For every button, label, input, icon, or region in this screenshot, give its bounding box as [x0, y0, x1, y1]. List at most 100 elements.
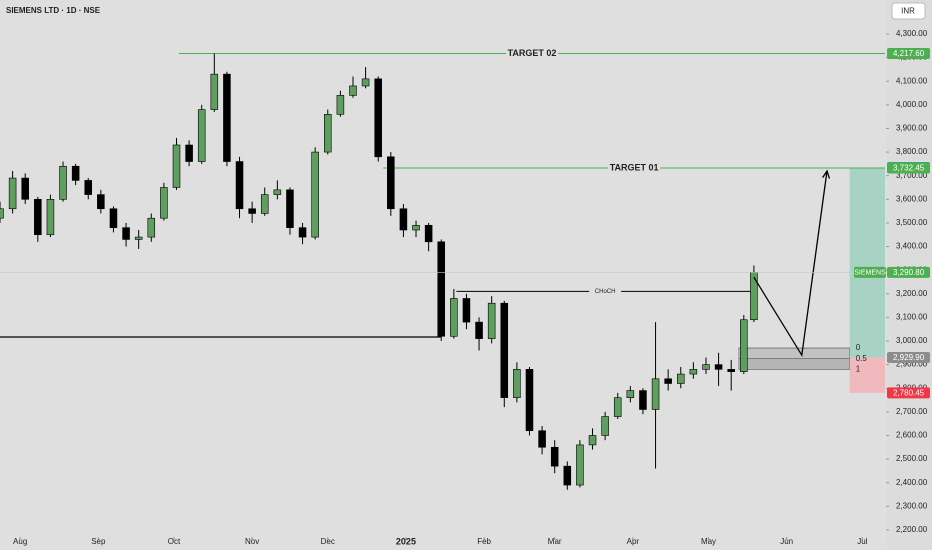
candle-body: [387, 156, 395, 210]
currency[interactable]: INR: [901, 7, 915, 16]
x-tick-label: 2025: [396, 536, 416, 546]
candle-body: [424, 224, 433, 243]
candle-body: [298, 227, 307, 238]
y-tick-label: 3,900.00: [896, 124, 928, 133]
candle-body: [626, 390, 635, 398]
candle-body: [500, 302, 509, 398]
candle-body: [59, 165, 67, 200]
candle-body: [639, 390, 647, 410]
x-tick-label: Dec: [321, 537, 335, 546]
candle-body: [109, 208, 118, 228]
candle-body: [702, 364, 710, 370]
price-tag: [887, 266, 930, 278]
candle-body: [437, 241, 446, 337]
candle-body: [160, 187, 168, 219]
fib-zone: [738, 358, 851, 370]
y-tick-label: 2,900.00: [896, 360, 928, 369]
stop-zone: [849, 357, 885, 393]
candle-body: [664, 378, 672, 384]
x-tick-label: Jun: [780, 537, 793, 546]
candle-body: [349, 85, 357, 96]
y-tick-label: 2,500.00: [896, 454, 928, 463]
candle-body: [260, 194, 269, 214]
candle-body: [311, 151, 319, 238]
candle-body: [601, 416, 609, 436]
price-tag-label: 3,290.80: [893, 268, 925, 277]
x-tick-label: Nov: [245, 537, 259, 546]
target-zone: [849, 167, 885, 358]
candle-body: [412, 224, 420, 231]
candle-body: [361, 78, 370, 87]
last-price-name: SIEMENS: [854, 270, 886, 277]
currency-box[interactable]: [891, 2, 926, 20]
fib-label: 0: [856, 343, 861, 352]
arrow-head: [822, 169, 831, 179]
level-label: TARGET 01: [610, 162, 659, 172]
candle-body: [550, 446, 559, 467]
candle-body: [185, 144, 193, 162]
y-tick-label: 2,400.00: [896, 478, 928, 487]
candle-body: [689, 369, 698, 375]
y-tick-label: 2,300.00: [896, 501, 928, 510]
candle-body: [273, 189, 282, 195]
level-label-bg: [589, 286, 622, 297]
candle-body: [235, 161, 244, 210]
candle-body: [563, 465, 572, 486]
level-label: TARGET 02: [508, 48, 557, 58]
y-tick-label: 2,700.00: [896, 407, 928, 416]
y-tick-label: 3,600.00: [896, 194, 928, 203]
price-tag: [887, 47, 930, 59]
x-tick-label: Mar: [548, 537, 562, 546]
candle-body: [538, 430, 546, 448]
candle-body: [727, 369, 735, 372]
candle-body: [513, 369, 521, 398]
candle-body: [223, 73, 231, 162]
price-tag: [887, 387, 930, 399]
y-tick-label: 3,000.00: [896, 336, 928, 345]
y-tick-label: 2,200.00: [896, 525, 928, 534]
candle-body: [8, 177, 17, 210]
candle-body: [147, 217, 156, 238]
level-label-bg: [506, 48, 559, 59]
candle-body: [97, 194, 105, 210]
fib-label: 1: [856, 364, 861, 373]
chart-title: SIEMENS LTD · 1D · NSE: [6, 6, 101, 15]
plot: 2,200.00 2,300.00 2,400.00 2,500.00 2,600.00…: [0, 29, 930, 546]
candle-body: [336, 95, 345, 115]
fib-label: 0.5: [856, 354, 868, 363]
candle-body: [210, 73, 219, 110]
candle-body: [324, 113, 332, 153]
candle-body: [740, 319, 748, 372]
y-tick-label: 3,700.00: [896, 171, 928, 180]
candle-body: [399, 208, 408, 231]
y-tick-label: 3,500.00: [896, 218, 928, 227]
x-tick-label: Jul: [857, 537, 867, 546]
candle-body: [172, 144, 181, 188]
y-tick-label: 4,300.00: [896, 29, 928, 38]
projection-arrow: [753, 170, 828, 358]
y-tick-label: 2,600.00: [896, 431, 928, 440]
candle-body: [462, 298, 471, 323]
x-tick-label: Feb: [477, 537, 491, 546]
candle-body: [21, 177, 29, 200]
candle-body: [34, 199, 42, 236]
candle-body: [576, 444, 584, 486]
price-tag-label: 3,732.45: [893, 164, 925, 173]
y-tick-label: 3,200.00: [896, 289, 928, 298]
candle-body: [450, 298, 458, 337]
candle-body: [651, 378, 660, 410]
candle-body: [71, 165, 80, 181]
x-tick-label: May: [701, 537, 716, 546]
candle-body: [134, 236, 143, 240]
candle-body: [714, 364, 723, 370]
candle-body: [84, 180, 93, 195]
candle-body: [525, 369, 534, 432]
price-tag: [887, 352, 930, 364]
candle-body: [487, 302, 496, 339]
price-tag-label: 4,217.60: [893, 49, 925, 58]
last-price-name-bg: [854, 266, 886, 278]
y-tick-label: 3,100.00: [896, 312, 928, 321]
level-label: CHoCH: [595, 289, 616, 295]
